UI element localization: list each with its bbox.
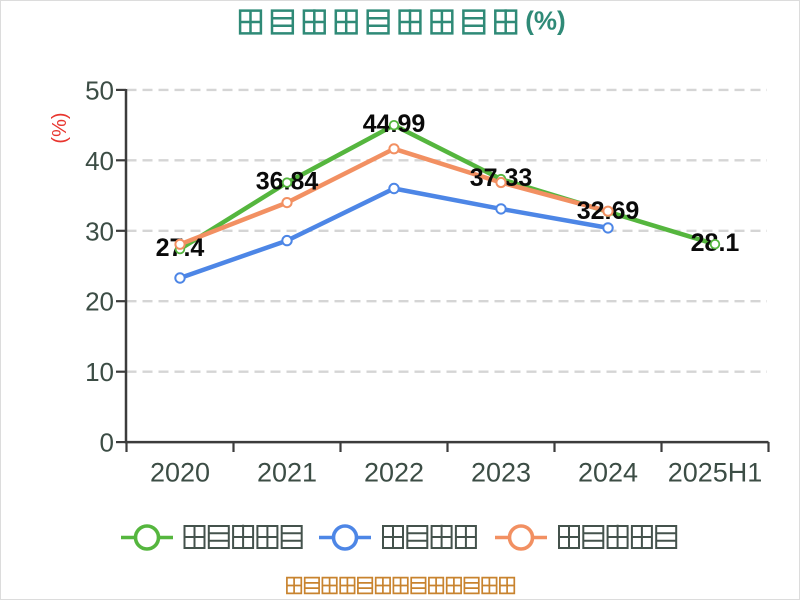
svg-text:2023: 2023: [471, 457, 531, 487]
svg-text:2025H1: 2025H1: [668, 457, 763, 487]
svg-text:(%): (%): [525, 6, 565, 36]
svg-text:50: 50: [85, 75, 114, 105]
svg-text:2021: 2021: [257, 457, 317, 487]
svg-text:(%): (%): [49, 112, 71, 143]
svg-text:40: 40: [85, 146, 114, 176]
svg-text:10: 10: [85, 357, 114, 387]
svg-text:30: 30: [85, 216, 114, 246]
svg-text:0: 0: [100, 428, 114, 458]
svg-text:2022: 2022: [364, 457, 424, 487]
svg-text:2020: 2020: [150, 457, 210, 487]
svg-text:20: 20: [85, 287, 114, 317]
svg-text:2024: 2024: [578, 457, 638, 487]
